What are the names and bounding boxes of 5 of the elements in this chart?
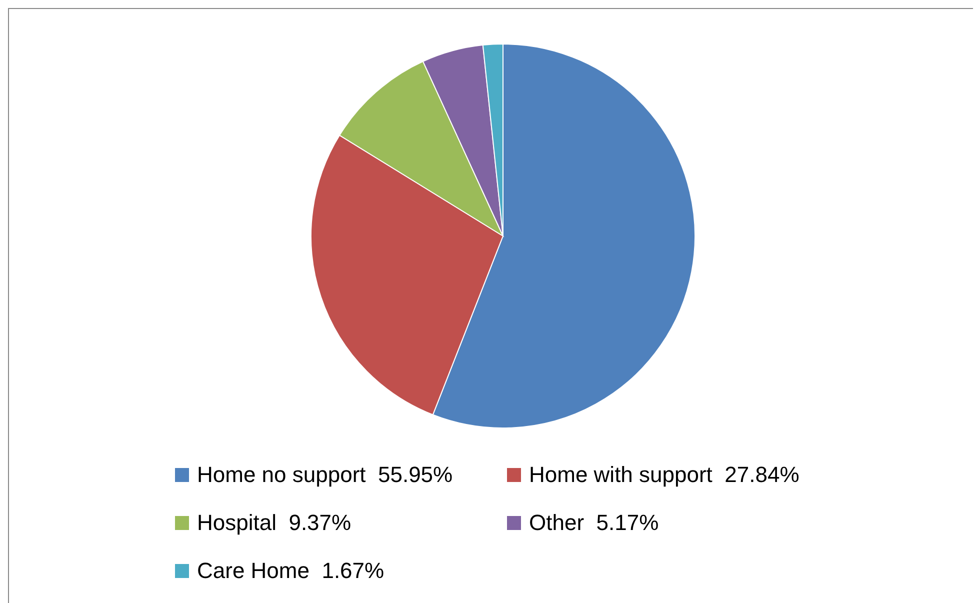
legend-label: Home no support 55.95%	[197, 462, 453, 488]
legend-label: Other 5.17%	[529, 510, 659, 536]
legend-label: Care Home 1.67%	[197, 558, 384, 584]
legend-label: Home with support 27.84%	[529, 462, 800, 488]
legend-label: Hospital 9.37%	[197, 510, 352, 536]
